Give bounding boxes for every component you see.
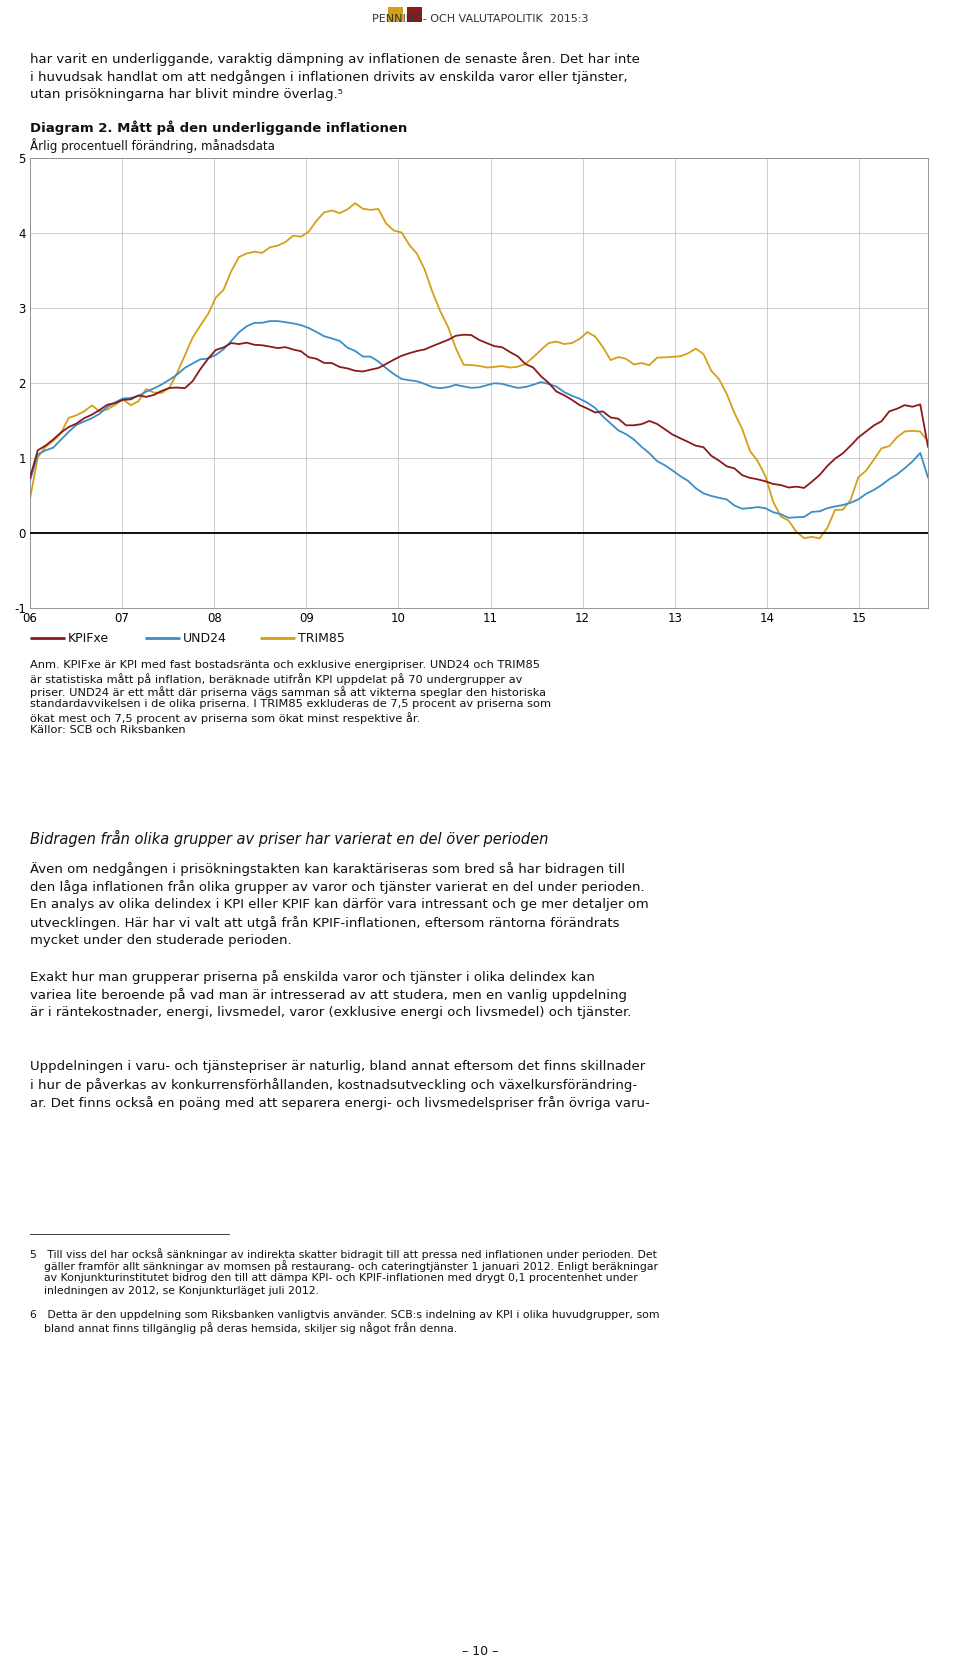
Text: Uppdelningen i varu- och tjänstepriser är naturlig, bland annat eftersom det fin: Uppdelningen i varu- och tjänstepriser ä… [30, 1060, 645, 1073]
Text: utvecklingen. Här har vi valt att utgå från KPIF-inflationen, eftersom räntorna : utvecklingen. Här har vi valt att utgå f… [30, 916, 619, 930]
Text: Även om nedgången i prisökningstakten kan karaktäriseras som bred så har bidrage: Även om nedgången i prisökningstakten ka… [30, 863, 625, 876]
Text: bland annat finns tillgänglig på deras hemsida, skiljer sig något från denna.: bland annat finns tillgänglig på deras h… [30, 1323, 457, 1334]
Text: i hur de påverkas av konkurrensförhållanden, kostnadsutveckling och växelkursför: i hur de påverkas av konkurrensförhållan… [30, 1078, 637, 1092]
Text: Exakt hur man grupperar priserna på enskilda varor och tjänster i olika delindex: Exakt hur man grupperar priserna på ensk… [30, 970, 595, 983]
Text: är statistiska mått på inflation, beräknade utifrån KPI uppdelat på 70 undergrup: är statistiska mått på inflation, beräkn… [30, 674, 522, 686]
Text: variea lite beroende på vad man är intresserad av att studera, men en vanlig upp: variea lite beroende på vad man är intre… [30, 988, 627, 1002]
Text: ar. Det finns också en poäng med att separera energi- och livsmedelspriser från : ar. Det finns också en poäng med att sep… [30, 1097, 650, 1110]
Text: den låga inflationen från olika grupper av varor och tjänster varierat en del un: den låga inflationen från olika grupper … [30, 879, 644, 895]
Text: Årlig procentuell förändring, månadsdata: Årlig procentuell förändring, månadsdata [30, 139, 275, 152]
Text: 6   Detta är den uppdelning som Riksbanken vanligtvis använder. SCB:s indelning : 6 Detta är den uppdelning som Riksbanken… [30, 1309, 660, 1319]
Text: inledningen av 2012, se Konjunkturläget juli 2012.: inledningen av 2012, se Konjunkturläget … [30, 1286, 319, 1296]
Text: KPIFxe: KPIFxe [68, 632, 109, 644]
Text: Källor: SCB och Riksbanken: Källor: SCB och Riksbanken [30, 726, 185, 736]
Text: Bidragen från olika grupper av priser har varierat en del över perioden: Bidragen från olika grupper av priser ha… [30, 829, 548, 848]
Text: Diagram 2. Mått på den underliggande inflationen: Diagram 2. Mått på den underliggande inf… [30, 120, 407, 134]
Text: TRIM85: TRIM85 [298, 632, 345, 644]
Text: standardavvikelsen i de olika priserna. I TRIM85 exkluderas de 7,5 procent av pr: standardavvikelsen i de olika priserna. … [30, 699, 551, 709]
Text: utan prisökningarna har blivit mindre överlag.⁵: utan prisökningarna har blivit mindre öv… [30, 89, 343, 100]
Text: mycket under den studerade perioden.: mycket under den studerade perioden. [30, 935, 292, 946]
Text: har varit en underliggande, varaktig dämpning av inflationen de senaste åren. De: har varit en underliggande, varaktig däm… [30, 52, 640, 65]
Text: – 10 –: – 10 – [462, 1645, 498, 1659]
Text: gäller framför allt sänkningar av momsen på restaurang- och cateringtjänster 1 j: gäller framför allt sänkningar av momsen… [30, 1261, 658, 1272]
Text: 5   Till viss del har också sänkningar av indirekta skatter bidragit till att pr: 5 Till viss del har också sänkningar av … [30, 1247, 657, 1261]
Text: priser. UND24 är ett mått där priserna vägs samman så att vikterna speglar den h: priser. UND24 är ett mått där priserna v… [30, 686, 546, 697]
Text: av Konjunkturinstitutet bidrog den till att dämpa KPI- och KPIF-inflationen med : av Konjunkturinstitutet bidrog den till … [30, 1272, 637, 1282]
Text: En analys av olika delindex i KPI eller KPIF kan därför vara intressant och ge m: En analys av olika delindex i KPI eller … [30, 898, 649, 911]
Text: är i räntekostnader, energi, livsmedel, varor (exklusive energi och livsmedel) o: är i räntekostnader, energi, livsmedel, … [30, 1007, 632, 1018]
Text: Anm. KPIFxe är KPI med fast bostadsränta och exklusive energipriser. UND24 och T: Anm. KPIFxe är KPI med fast bostadsränta… [30, 660, 540, 670]
Text: i huvudsak handlat om att nedgången i inflationen drivits av enskilda varor elle: i huvudsak handlat om att nedgången i in… [30, 70, 628, 84]
Text: ökat mest och 7,5 procent av priserna som ökat minst respektive år.: ökat mest och 7,5 procent av priserna so… [30, 712, 420, 724]
Text: PENNING- OCH VALUTAPOLITIK  2015:3: PENNING- OCH VALUTAPOLITIK 2015:3 [372, 13, 588, 23]
Text: UND24: UND24 [183, 632, 227, 644]
